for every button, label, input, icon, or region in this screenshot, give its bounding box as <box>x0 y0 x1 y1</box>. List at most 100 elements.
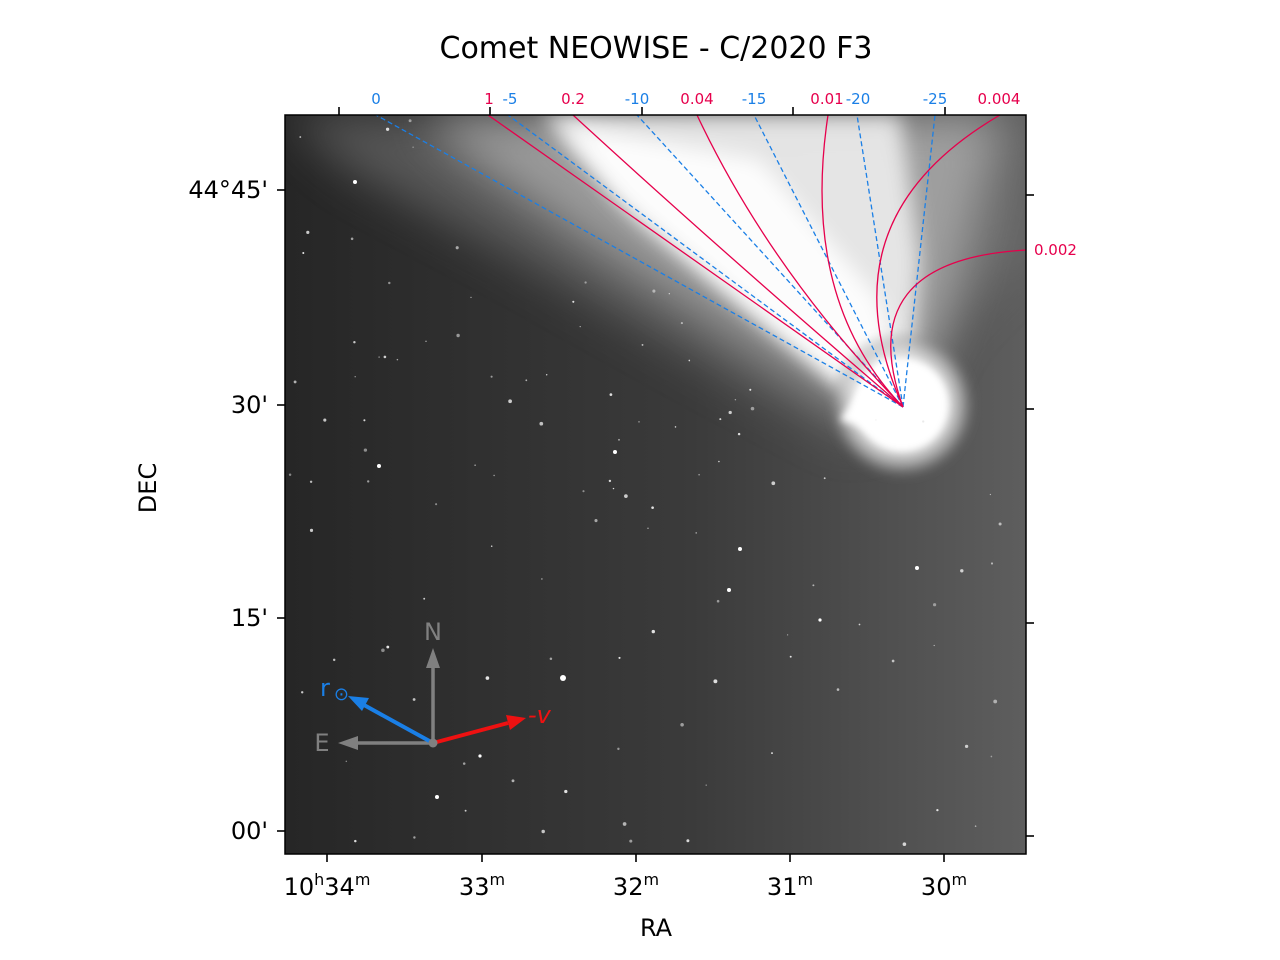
sun-direction-label: r ⊙ <box>320 674 349 705</box>
star <box>363 419 366 422</box>
star <box>993 699 998 704</box>
star <box>989 493 992 496</box>
ra-tick-label: 33m <box>459 870 505 901</box>
star <box>377 464 381 468</box>
star <box>749 388 752 391</box>
velocity-arrow <box>432 721 509 745</box>
star <box>456 333 460 338</box>
star <box>299 136 302 138</box>
star <box>541 829 545 834</box>
star <box>728 410 732 415</box>
star <box>812 584 815 587</box>
star <box>915 566 919 570</box>
synchrone-label: -25 <box>923 90 948 108</box>
synchrone-label: -15 <box>742 90 767 108</box>
dec-tick-label: 30' <box>231 391 268 419</box>
star <box>485 676 490 680</box>
star <box>789 655 792 658</box>
star <box>572 300 575 303</box>
star <box>508 399 512 404</box>
star <box>367 480 370 483</box>
star <box>629 839 633 843</box>
star <box>353 180 357 184</box>
background-stars <box>288 119 1002 846</box>
syndyne-label: 0.01 <box>810 90 843 108</box>
star <box>408 119 412 123</box>
star <box>716 599 720 603</box>
star <box>525 379 528 382</box>
syndyne-label: 0.002 <box>1034 241 1077 259</box>
star <box>539 421 544 426</box>
star <box>288 473 292 476</box>
star <box>412 698 416 701</box>
star <box>750 406 755 411</box>
syndyne-label: 0.004 <box>978 90 1021 108</box>
north-arrowhead <box>426 648 440 668</box>
star <box>353 340 356 344</box>
syndyne-label: 0.2 <box>561 90 585 108</box>
ra-tick-label: 32m <box>613 870 659 901</box>
star <box>345 760 348 763</box>
sun-direction-arrowhead <box>348 696 369 711</box>
ra-tick-label: 10h34m <box>284 870 371 901</box>
star <box>647 527 649 530</box>
star <box>652 289 656 293</box>
east-arrowhead <box>338 736 358 750</box>
synchrone-labels: 0 -5 -10 -15 -20 -25 <box>371 90 947 108</box>
star <box>423 597 426 600</box>
star <box>462 762 466 765</box>
star <box>545 374 548 376</box>
syndyne-curve <box>821 115 904 408</box>
star <box>560 675 566 681</box>
image-frame <box>284 114 1027 855</box>
star <box>381 648 385 653</box>
star <box>464 809 467 812</box>
axis-ticks <box>277 107 1034 862</box>
star <box>891 659 895 663</box>
star <box>674 426 677 428</box>
star <box>680 322 683 325</box>
star <box>695 532 697 534</box>
star <box>388 281 391 285</box>
star <box>594 519 598 523</box>
compass-center <box>428 738 438 748</box>
syndyne-curve <box>487 115 904 408</box>
star <box>651 506 654 510</box>
star <box>618 438 620 441</box>
star <box>771 752 773 755</box>
star <box>734 398 737 401</box>
star <box>378 356 380 358</box>
star <box>302 251 305 255</box>
east-label: E <box>314 729 329 757</box>
star <box>960 569 964 573</box>
star <box>786 634 789 636</box>
star <box>686 839 690 843</box>
star <box>396 358 399 361</box>
star <box>383 355 387 359</box>
star <box>651 629 655 634</box>
syndyne-curve <box>696 115 904 408</box>
direction-compass: N E r ⊙ -v <box>314 618 551 757</box>
star <box>470 296 472 299</box>
synchrone-line <box>375 115 904 408</box>
star <box>301 691 304 694</box>
velocity-label: -v <box>528 701 552 729</box>
syndyne-lines <box>487 115 1026 408</box>
star <box>363 448 368 452</box>
dec-tick-label: 44°45' <box>188 176 268 204</box>
star <box>688 359 691 362</box>
star <box>435 503 438 506</box>
synchrone-label: -10 <box>625 90 650 108</box>
star <box>354 375 356 378</box>
star <box>385 127 390 131</box>
star <box>641 343 644 346</box>
star <box>875 419 877 421</box>
star <box>582 490 585 493</box>
star <box>579 326 581 328</box>
star <box>478 754 482 758</box>
star <box>922 420 925 423</box>
synchrone-label: -20 <box>846 90 871 108</box>
star <box>350 237 354 241</box>
star <box>617 747 620 751</box>
synchrone-line <box>902 115 936 408</box>
